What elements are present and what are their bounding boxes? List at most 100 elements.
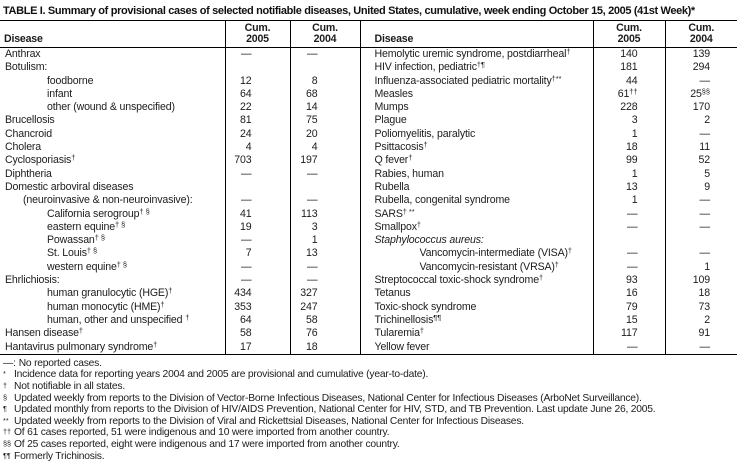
- cum-2004-cell: 4: [290, 141, 361, 155]
- cum-2005-cell: 140: [593, 47, 666, 62]
- table-row: Cholera 4 4 Psittacosis† 18 11: [0, 141, 737, 155]
- footnote-text: No reported cases.: [18, 357, 102, 369]
- disease-cell: Staphylococcus aureus:: [360, 234, 594, 248]
- footnote-marker: †: [554, 260, 559, 269]
- disease-name: Staphylococcus aureus:: [374, 234, 484, 247]
- table-row: St. Louis† § 7 13 Vancomycin-intermediate (…: [0, 247, 737, 261]
- notifiable-diseases-table: Disease Cum. 2005 Cum. 2004 Disease Cum. 20…: [0, 20, 737, 355]
- disease-name: St. Louis: [47, 247, 87, 260]
- footnote: * Incidence data for reporting years 2004…: [3, 369, 737, 381]
- footnote-marker: §§: [701, 87, 710, 96]
- footnote-text: Updated weekly from reports to the Divis…: [14, 415, 524, 427]
- cum-2004-cell: 9: [704, 180, 710, 193]
- cum-2004-cell: 1: [704, 260, 710, 273]
- footnote-marker: —:: [3, 357, 16, 369]
- disease-cell: Hemolytic uremic syndrome, postdiarrheal…: [360, 47, 594, 62]
- cum-2005-cell: —: [225, 234, 291, 248]
- disease-name: Toxic-shock syndrome: [374, 300, 477, 313]
- footnote-marker: † §: [116, 260, 128, 269]
- footnote: §§ Of 25 cases reported, eight were indig…: [3, 439, 737, 451]
- table-row: western equine† § — — Vancomycin-resistant …: [0, 260, 737, 275]
- disease-name: California serogroup: [47, 207, 140, 220]
- disease-name: Hantavirus pulmonary syndrome: [5, 340, 154, 353]
- cum-2005-cell: 16: [593, 287, 666, 301]
- table-row: foodborne 12 8 Influenza-associated pediatr…: [0, 74, 737, 88]
- disease-name: Domestic arboviral diseases: [5, 180, 134, 193]
- cum-2004-cell: —: [290, 260, 361, 275]
- footnote-marker: †: [567, 247, 573, 256]
- disease-cell: Anthrax: [0, 47, 226, 62]
- disease-cell: California serogroup† §: [0, 207, 226, 221]
- disease-cell: Vancomycin-resistant (VRSA)†: [360, 260, 594, 275]
- disease-cell: Brucellosis: [0, 114, 226, 128]
- disease-name: Measles: [374, 87, 414, 100]
- cum-2004-cell: —: [699, 220, 711, 233]
- cum-2004-cell: —: [290, 47, 361, 62]
- footnote-text: Updated weekly from reports to the Divis…: [14, 392, 642, 404]
- footnotes: —: No reported cases. * Incidence data for …: [0, 358, 737, 462]
- disease-name: eastern equine: [47, 220, 115, 233]
- disease-name: Vancomycin-resistant (VRSA): [419, 260, 555, 273]
- cum-2004-cell: 18: [290, 340, 361, 355]
- disease-name: Tetanus: [374, 287, 411, 300]
- disease-name: Vancomycin-intermediate (VISA): [419, 247, 569, 260]
- disease-cell: Cholera: [0, 141, 226, 155]
- cum-2005-cell: —: [225, 260, 291, 275]
- cum-2005-cell: 99: [593, 154, 666, 168]
- disease-name: Hemolytic uremic syndrome, postdiarrheal: [374, 48, 567, 60]
- disease-cell: Plague: [360, 114, 594, 128]
- footnote-marker: ††: [3, 427, 12, 437]
- footnote: † Not notifiable in all states.: [3, 381, 737, 393]
- disease-name: Poliomyelitis, paralytic: [374, 127, 476, 140]
- disease-name: Anthrax: [5, 48, 41, 60]
- disease-name: Mumps: [374, 101, 409, 114]
- footnote-marker: §§: [3, 438, 12, 448]
- footnote-marker: †¶: [476, 61, 485, 70]
- column-header-disease-right: Disease: [360, 20, 594, 48]
- cum-2004-cell: 25§§: [690, 87, 710, 100]
- cum-2004-cell: [665, 234, 737, 247]
- disease-cell: Ehrlichiosis:: [0, 274, 226, 288]
- disease-name: Influenza-associated pediatric mortality: [374, 74, 552, 87]
- disease-cell: Cyclosporiasis†: [0, 154, 226, 168]
- cum-2005-cell: 44: [593, 74, 666, 88]
- cum-2005-cell: 58: [225, 327, 291, 341]
- disease-cell: infant: [0, 87, 226, 102]
- disease-cell: Influenza-associated pediatric mortality…: [360, 74, 594, 88]
- disease-name: (neuroinvasive & non-neuroinvasive):: [23, 194, 193, 207]
- cum-2005-cell: 19: [225, 220, 291, 235]
- disease-cell: Psittacosis†: [360, 141, 594, 155]
- disease-name: Botulism:: [5, 61, 48, 74]
- table-body: Anthrax — — Hemolytic uremic syndrome, post…: [0, 47, 737, 355]
- footnote-marker: †: [168, 287, 173, 296]
- column-header-cum-2005-left: Cum. 2005: [225, 20, 291, 48]
- footnote-marker: †: [185, 313, 190, 322]
- cum-2004-cell: 294: [692, 61, 710, 74]
- cum-2005-cell: 4: [225, 141, 291, 155]
- cum-2005-cell: 3: [593, 114, 666, 128]
- disease-name: foodborne: [47, 74, 94, 87]
- footnote-marker: †: [3, 381, 8, 391]
- cum-2005-cell: 181: [593, 61, 666, 75]
- cum-2005-cell: 434: [225, 287, 291, 301]
- footnote: —: No reported cases.: [3, 358, 737, 370]
- disease-name: Trichinellosis: [374, 313, 434, 326]
- cum-2005-cell: 64: [225, 313, 291, 328]
- disease-cell: western equine† §: [0, 260, 226, 275]
- cum-2004-cell: [290, 180, 361, 195]
- table-row: Brucellosis 81 75 Plague 3 2: [0, 114, 737, 128]
- table-row: eastern equine† § 19 3 Smallpox† — —: [0, 220, 737, 235]
- table-row: human monocytic (HME)† 353 247 Toxic-shock …: [0, 300, 737, 314]
- table-row: (neuroinvasive & non-neuroinvasive): — — Ru…: [0, 194, 737, 208]
- cum-2005-cell: —: [593, 220, 666, 235]
- footnote-text: Of 25 cases reported, eight were indigen…: [14, 438, 400, 450]
- disease-name: western equine: [47, 260, 117, 273]
- disease-cell: eastern equine† §: [0, 220, 226, 235]
- cum-2005-cell: —: [593, 247, 666, 261]
- disease-cell: Domestic arboviral diseases: [0, 180, 226, 195]
- footnote-marker: §: [3, 392, 8, 402]
- footnote-marker: † §: [86, 247, 98, 256]
- cum-2005-cell: 22: [225, 101, 291, 115]
- disease-name: Streptococcal toxic-shock syndrome: [374, 274, 540, 287]
- disease-cell: Rubella: [360, 180, 594, 195]
